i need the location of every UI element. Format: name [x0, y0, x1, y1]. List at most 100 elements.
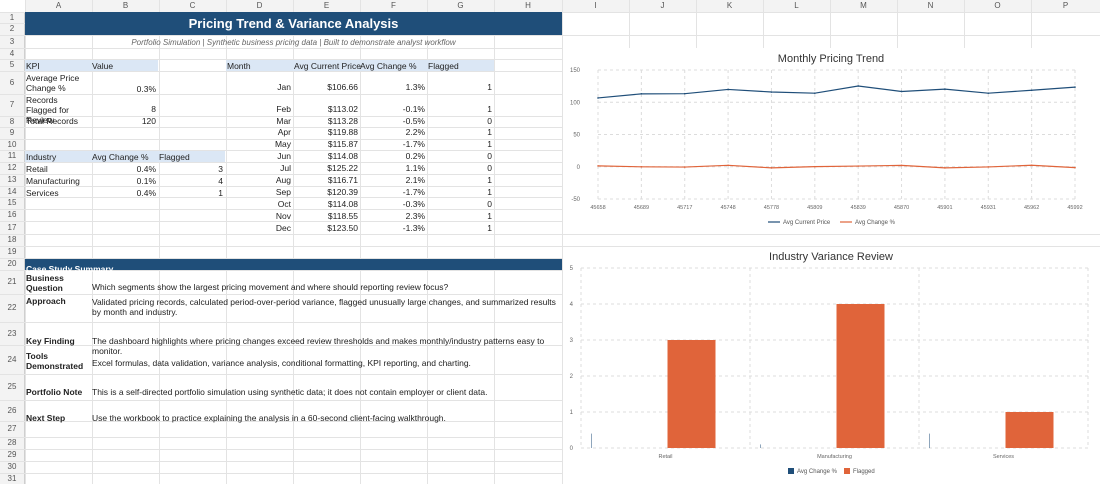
- month-flagged[interactable]: 0: [487, 151, 492, 161]
- month-price[interactable]: $115.87: [327, 139, 358, 149]
- row-header-18[interactable]: 18: [0, 234, 25, 246]
- month-flagged[interactable]: 1: [487, 223, 492, 233]
- month-price[interactable]: $114.08: [327, 151, 358, 161]
- month-price[interactable]: $114.08: [327, 199, 358, 209]
- data-point[interactable]: [683, 166, 686, 168]
- industry-variance-chart[interactable]: Industry Variance Review 5 4 3 2 1 0 Retail Manu…: [563, 247, 1100, 484]
- month-change[interactable]: -1.7%: [402, 139, 425, 149]
- month-name[interactable]: Jun: [277, 151, 291, 161]
- case-text[interactable]: Excel formulas, data validation, varianc…: [92, 358, 471, 368]
- month-price[interactable]: $106.66: [327, 82, 358, 92]
- industry-flagged[interactable]: 3: [218, 164, 223, 174]
- month-change[interactable]: 0.2%: [405, 151, 425, 161]
- row-header-26[interactable]: 26: [0, 400, 25, 421]
- month-price[interactable]: $120.39: [327, 187, 358, 197]
- row-header-6[interactable]: 6: [0, 71, 25, 94]
- month-flagged[interactable]: 0: [487, 116, 492, 126]
- data-point[interactable]: [597, 165, 599, 167]
- month-name[interactable]: Aug: [275, 175, 291, 185]
- bar[interactable]: [667, 340, 716, 448]
- bar[interactable]: [836, 304, 885, 448]
- row-header-22[interactable]: 22: [0, 294, 25, 322]
- month-name[interactable]: May: [274, 139, 291, 149]
- month-change[interactable]: 1.3%: [405, 82, 425, 92]
- month-name[interactable]: Nov: [275, 211, 291, 221]
- month-change[interactable]: 2.1%: [405, 175, 425, 185]
- row-header-11[interactable]: 11: [0, 150, 25, 162]
- case-text[interactable]: This is a self-directed portfolio simula…: [92, 387, 488, 397]
- industry-name[interactable]: Manufacturing: [26, 176, 80, 186]
- data-point[interactable]: [597, 97, 599, 99]
- month-flagged[interactable]: 1: [487, 127, 492, 137]
- industry-name[interactable]: Retail: [26, 164, 48, 174]
- data-point[interactable]: [900, 90, 903, 93]
- data-point[interactable]: [944, 88, 946, 90]
- case-text[interactable]: Validated pricing records, calculated pe…: [92, 297, 556, 317]
- data-point[interactable]: [683, 92, 686, 95]
- month-change[interactable]: -0.1%: [402, 104, 425, 114]
- kpi-value[interactable]: 0.3%: [136, 84, 156, 94]
- data-point[interactable]: [857, 165, 859, 167]
- month-flagged[interactable]: 1: [487, 187, 492, 197]
- month-flagged[interactable]: 1: [487, 175, 492, 185]
- month-change[interactable]: -1.7%: [402, 187, 425, 197]
- row-header-13[interactable]: 13: [0, 174, 25, 186]
- month-change[interactable]: 1.1%: [405, 163, 425, 173]
- data-point[interactable]: [944, 167, 946, 169]
- row-header-9[interactable]: 9: [0, 127, 25, 139]
- row-header-24[interactable]: 24: [0, 345, 25, 374]
- row-header-20[interactable]: 20: [0, 258, 25, 270]
- industry-flagged[interactable]: 1: [218, 188, 223, 198]
- row-header-12[interactable]: 12: [0, 162, 25, 174]
- row-header-21[interactable]: 21: [0, 270, 25, 294]
- month-price[interactable]: $119.88: [327, 127, 358, 137]
- month-name[interactable]: Sep: [275, 187, 291, 197]
- data-point[interactable]: [987, 92, 990, 94]
- industry-change[interactable]: 0.4%: [136, 188, 156, 198]
- series-line[interactable]: [597, 85, 1076, 99]
- month-name[interactable]: Oct: [277, 199, 291, 209]
- bar[interactable]: [591, 433, 593, 448]
- data-point[interactable]: [1074, 86, 1076, 88]
- data-point[interactable]: [1074, 166, 1076, 169]
- month-change[interactable]: -0.5%: [402, 116, 425, 126]
- month-name[interactable]: Apr: [277, 127, 291, 137]
- row-header-28[interactable]: 28: [0, 437, 25, 449]
- month-price[interactable]: $113.28: [327, 116, 358, 126]
- data-point[interactable]: [727, 88, 729, 91]
- month-flagged[interactable]: 0: [487, 163, 492, 173]
- industry-change[interactable]: 0.1%: [136, 176, 156, 186]
- data-point[interactable]: [640, 166, 643, 168]
- month-flagged[interactable]: 1: [487, 82, 492, 92]
- month-name[interactable]: Jan: [277, 82, 291, 92]
- case-text[interactable]: Which segments show the largest pricing …: [92, 282, 449, 292]
- kpi-value[interactable]: 120: [141, 116, 156, 126]
- data-point[interactable]: [857, 85, 859, 87]
- row-header-10[interactable]: 10: [0, 139, 25, 150]
- data-point[interactable]: [814, 165, 816, 168]
- row-header-4[interactable]: 4: [0, 48, 25, 59]
- data-point[interactable]: [727, 164, 729, 167]
- month-price[interactable]: $116.71: [327, 175, 358, 185]
- case-text[interactable]: The dashboard highlights where pricing c…: [92, 336, 545, 356]
- series-line[interactable]: [597, 164, 1076, 169]
- row-header-14[interactable]: 14: [0, 186, 25, 197]
- month-name[interactable]: Jul: [280, 163, 291, 173]
- row-header-16[interactable]: 16: [0, 209, 25, 221]
- row-header-3[interactable]: 3: [0, 35, 25, 48]
- industry-flagged[interactable]: 4: [218, 176, 223, 186]
- kpi-value[interactable]: 8: [151, 104, 156, 114]
- bar[interactable]: [1005, 412, 1054, 448]
- row-header-23[interactable]: 23: [0, 322, 25, 345]
- data-point[interactable]: [770, 167, 773, 169]
- row-header-17[interactable]: 17: [0, 221, 25, 234]
- month-flagged[interactable]: 1: [487, 211, 492, 221]
- month-price[interactable]: $125.22: [327, 163, 358, 173]
- monthly-pricing-chart[interactable]: Monthly Pricing Trend 150 100 50 0 -50 45658 45…: [563, 48, 1100, 234]
- data-point[interactable]: [814, 92, 816, 94]
- row-header-31[interactable]: 31: [0, 473, 25, 484]
- month-flagged[interactable]: 1: [487, 139, 492, 149]
- month-change[interactable]: 2.2%: [405, 127, 425, 137]
- data-point[interactable]: [900, 164, 903, 167]
- month-change[interactable]: -0.3%: [402, 199, 425, 209]
